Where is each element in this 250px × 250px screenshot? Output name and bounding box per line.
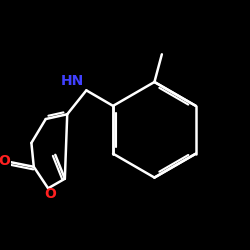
Text: HN: HN	[61, 74, 84, 88]
Text: O: O	[0, 154, 10, 168]
Text: O: O	[44, 187, 56, 201]
